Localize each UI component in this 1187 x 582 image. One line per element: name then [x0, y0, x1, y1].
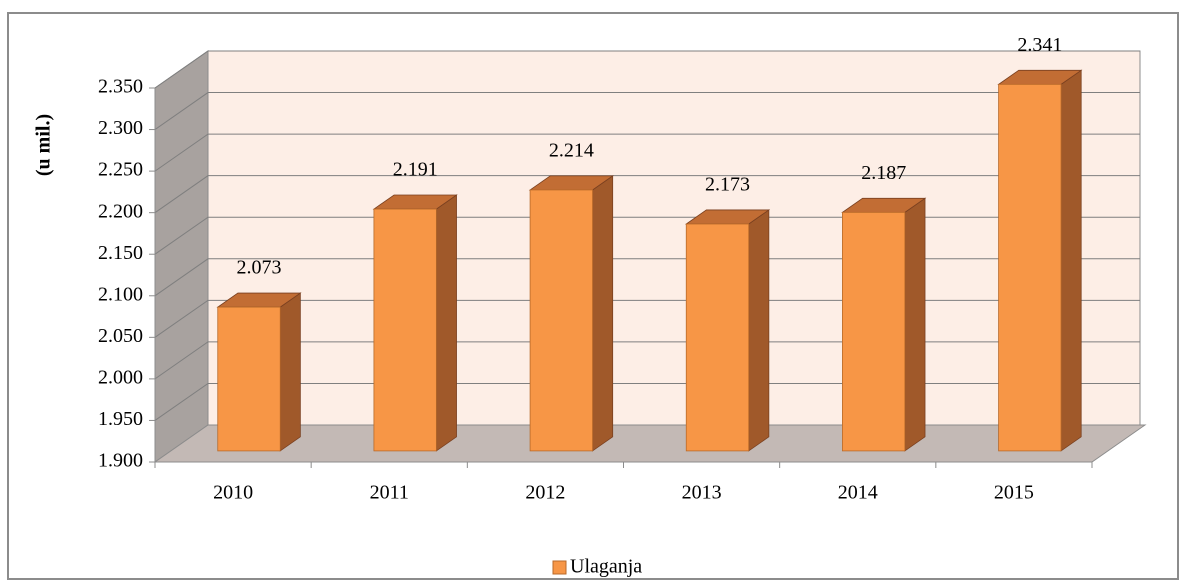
- grid-line: [154, 92, 1140, 130]
- legend-label: Ulaganja: [570, 556, 642, 578]
- x-tick-label: 2011: [370, 482, 409, 504]
- bar-side: [1060, 69, 1082, 452]
- data-label: 2.191: [393, 159, 438, 181]
- x-tick-label: 2012: [525, 482, 565, 504]
- y-tick-label: 2.300: [98, 117, 143, 139]
- bar: [217, 306, 281, 452]
- x-tick-label: 2010: [213, 482, 253, 504]
- x-tick-label: 2014: [838, 482, 878, 504]
- grid-line: [154, 50, 1140, 89]
- grid-line: [154, 216, 1140, 255]
- floor: [153, 424, 1147, 463]
- data-label: 2.187: [861, 162, 906, 184]
- data-label: 2.073: [237, 257, 282, 279]
- grid-line: [154, 133, 1140, 172]
- grid-line: [154, 382, 1140, 421]
- bar-side: [748, 209, 770, 452]
- bar: [998, 83, 1062, 452]
- y-tick-label: 2.050: [98, 325, 143, 347]
- y-tick-label: 2.100: [98, 283, 143, 305]
- y-tick-label: 2.000: [98, 366, 143, 388]
- y-tick-label: 1.900: [98, 450, 143, 472]
- grid-line: [154, 175, 1140, 214]
- grid-line: [154, 299, 1140, 338]
- bar: [529, 189, 593, 452]
- grid-line: [154, 258, 1140, 297]
- data-label: 2.173: [705, 174, 750, 196]
- legend-swatch: [552, 560, 567, 575]
- bar-side: [435, 194, 457, 452]
- bar: [842, 211, 906, 452]
- grid-line: [154, 341, 1140, 380]
- side-wall: [154, 50, 209, 463]
- bar: [685, 223, 750, 452]
- y-tick-label: 2.150: [98, 242, 143, 264]
- x-tick-label: 2015: [994, 482, 1034, 504]
- bar: [373, 208, 437, 452]
- y-tick-label: 2.250: [98, 159, 143, 181]
- y-tick-label: 2.200: [98, 200, 143, 222]
- y-axis-label: (u mil.): [33, 114, 55, 176]
- x-tick-label: 2013: [682, 482, 722, 504]
- bar-side: [279, 292, 301, 452]
- y-tick-label: 2.350: [98, 76, 143, 98]
- y-tick-label: 1.950: [98, 408, 143, 430]
- data-label: 2.214: [549, 140, 594, 162]
- bar-side: [592, 175, 614, 452]
- data-label: 2.341: [1017, 34, 1062, 56]
- bar-side: [904, 197, 926, 452]
